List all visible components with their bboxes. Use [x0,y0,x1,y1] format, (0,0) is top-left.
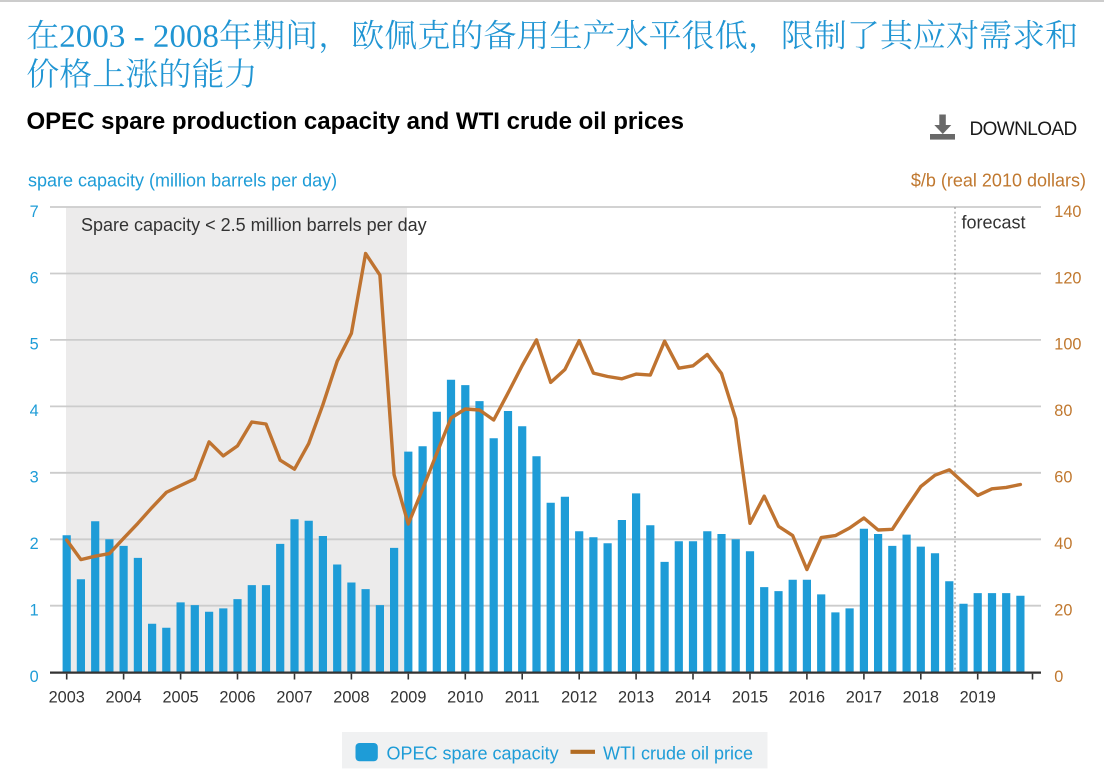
svg-text:2014: 2014 [675,689,711,707]
svg-text:120: 120 [1054,269,1081,287]
svg-text:2008: 2008 [333,689,369,707]
svg-text:2004: 2004 [105,689,141,707]
svg-text:OPEC spare capacity: OPEC spare capacity [387,743,559,763]
svg-text:2006: 2006 [219,689,255,707]
svg-text:40: 40 [1054,535,1072,553]
svg-text:2003: 2003 [49,689,85,707]
svg-text:2011: 2011 [505,689,540,707]
svg-text:20: 20 [1054,602,1072,620]
svg-text:2018: 2018 [903,689,939,707]
svg-text:2: 2 [30,535,39,553]
svg-text:2009: 2009 [390,689,426,707]
svg-text:spare capacity (million barrel: spare capacity (million barrels per day) [28,170,337,190]
svg-text:140: 140 [1054,203,1081,221]
svg-text:0: 0 [1054,668,1063,686]
svg-text:2017: 2017 [846,689,882,707]
svg-text:1: 1 [30,602,39,620]
svg-text:2019: 2019 [960,689,996,707]
svg-text:2013: 2013 [618,689,654,707]
svg-text:3: 3 [30,469,39,487]
svg-text:2016: 2016 [789,689,825,707]
svg-text:0: 0 [30,668,39,686]
svg-text:2007: 2007 [276,689,312,707]
svg-text:4: 4 [30,402,39,420]
svg-text:forecast: forecast [962,213,1026,233]
svg-text:$/b (real 2010 dollars): $/b (real 2010 dollars) [911,170,1086,190]
svg-text:2005: 2005 [162,689,198,707]
svg-text:100: 100 [1054,336,1081,354]
svg-text:WTI crude oil price: WTI crude oil price [603,743,753,763]
svg-text:7: 7 [30,203,39,221]
svg-text:2012: 2012 [561,689,597,707]
svg-text:2015: 2015 [732,689,768,707]
svg-text:2010: 2010 [447,689,483,707]
svg-text:60: 60 [1054,469,1072,487]
svg-text:80: 80 [1054,402,1072,420]
svg-text:6: 6 [30,269,39,287]
svg-text:5: 5 [30,336,39,354]
svg-text:Spare capacity < 2.5 million b: Spare capacity < 2.5 million barrels per… [81,215,427,235]
